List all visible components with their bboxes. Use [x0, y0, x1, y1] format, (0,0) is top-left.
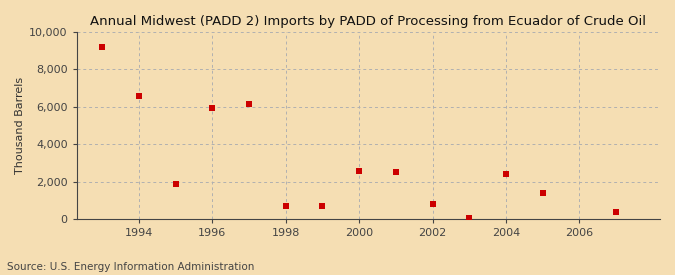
Point [170, 182, 181, 186]
Point [134, 93, 144, 98]
Point [537, 191, 548, 195]
Point [244, 102, 254, 106]
Point [464, 216, 475, 220]
Point [317, 204, 328, 208]
Point [207, 106, 218, 110]
Point [97, 45, 108, 49]
Text: Source: U.S. Energy Information Administration: Source: U.S. Energy Information Administ… [7, 262, 254, 272]
Point [354, 169, 364, 174]
Point [280, 204, 291, 208]
Y-axis label: Thousand Barrels: Thousand Barrels [15, 77, 25, 174]
Title: Annual Midwest (PADD 2) Imports by PADD of Processing from Ecuador of Crude Oil: Annual Midwest (PADD 2) Imports by PADD … [90, 15, 647, 28]
Point [427, 202, 438, 206]
Point [390, 170, 401, 174]
Point [501, 172, 512, 176]
Point [611, 210, 622, 214]
